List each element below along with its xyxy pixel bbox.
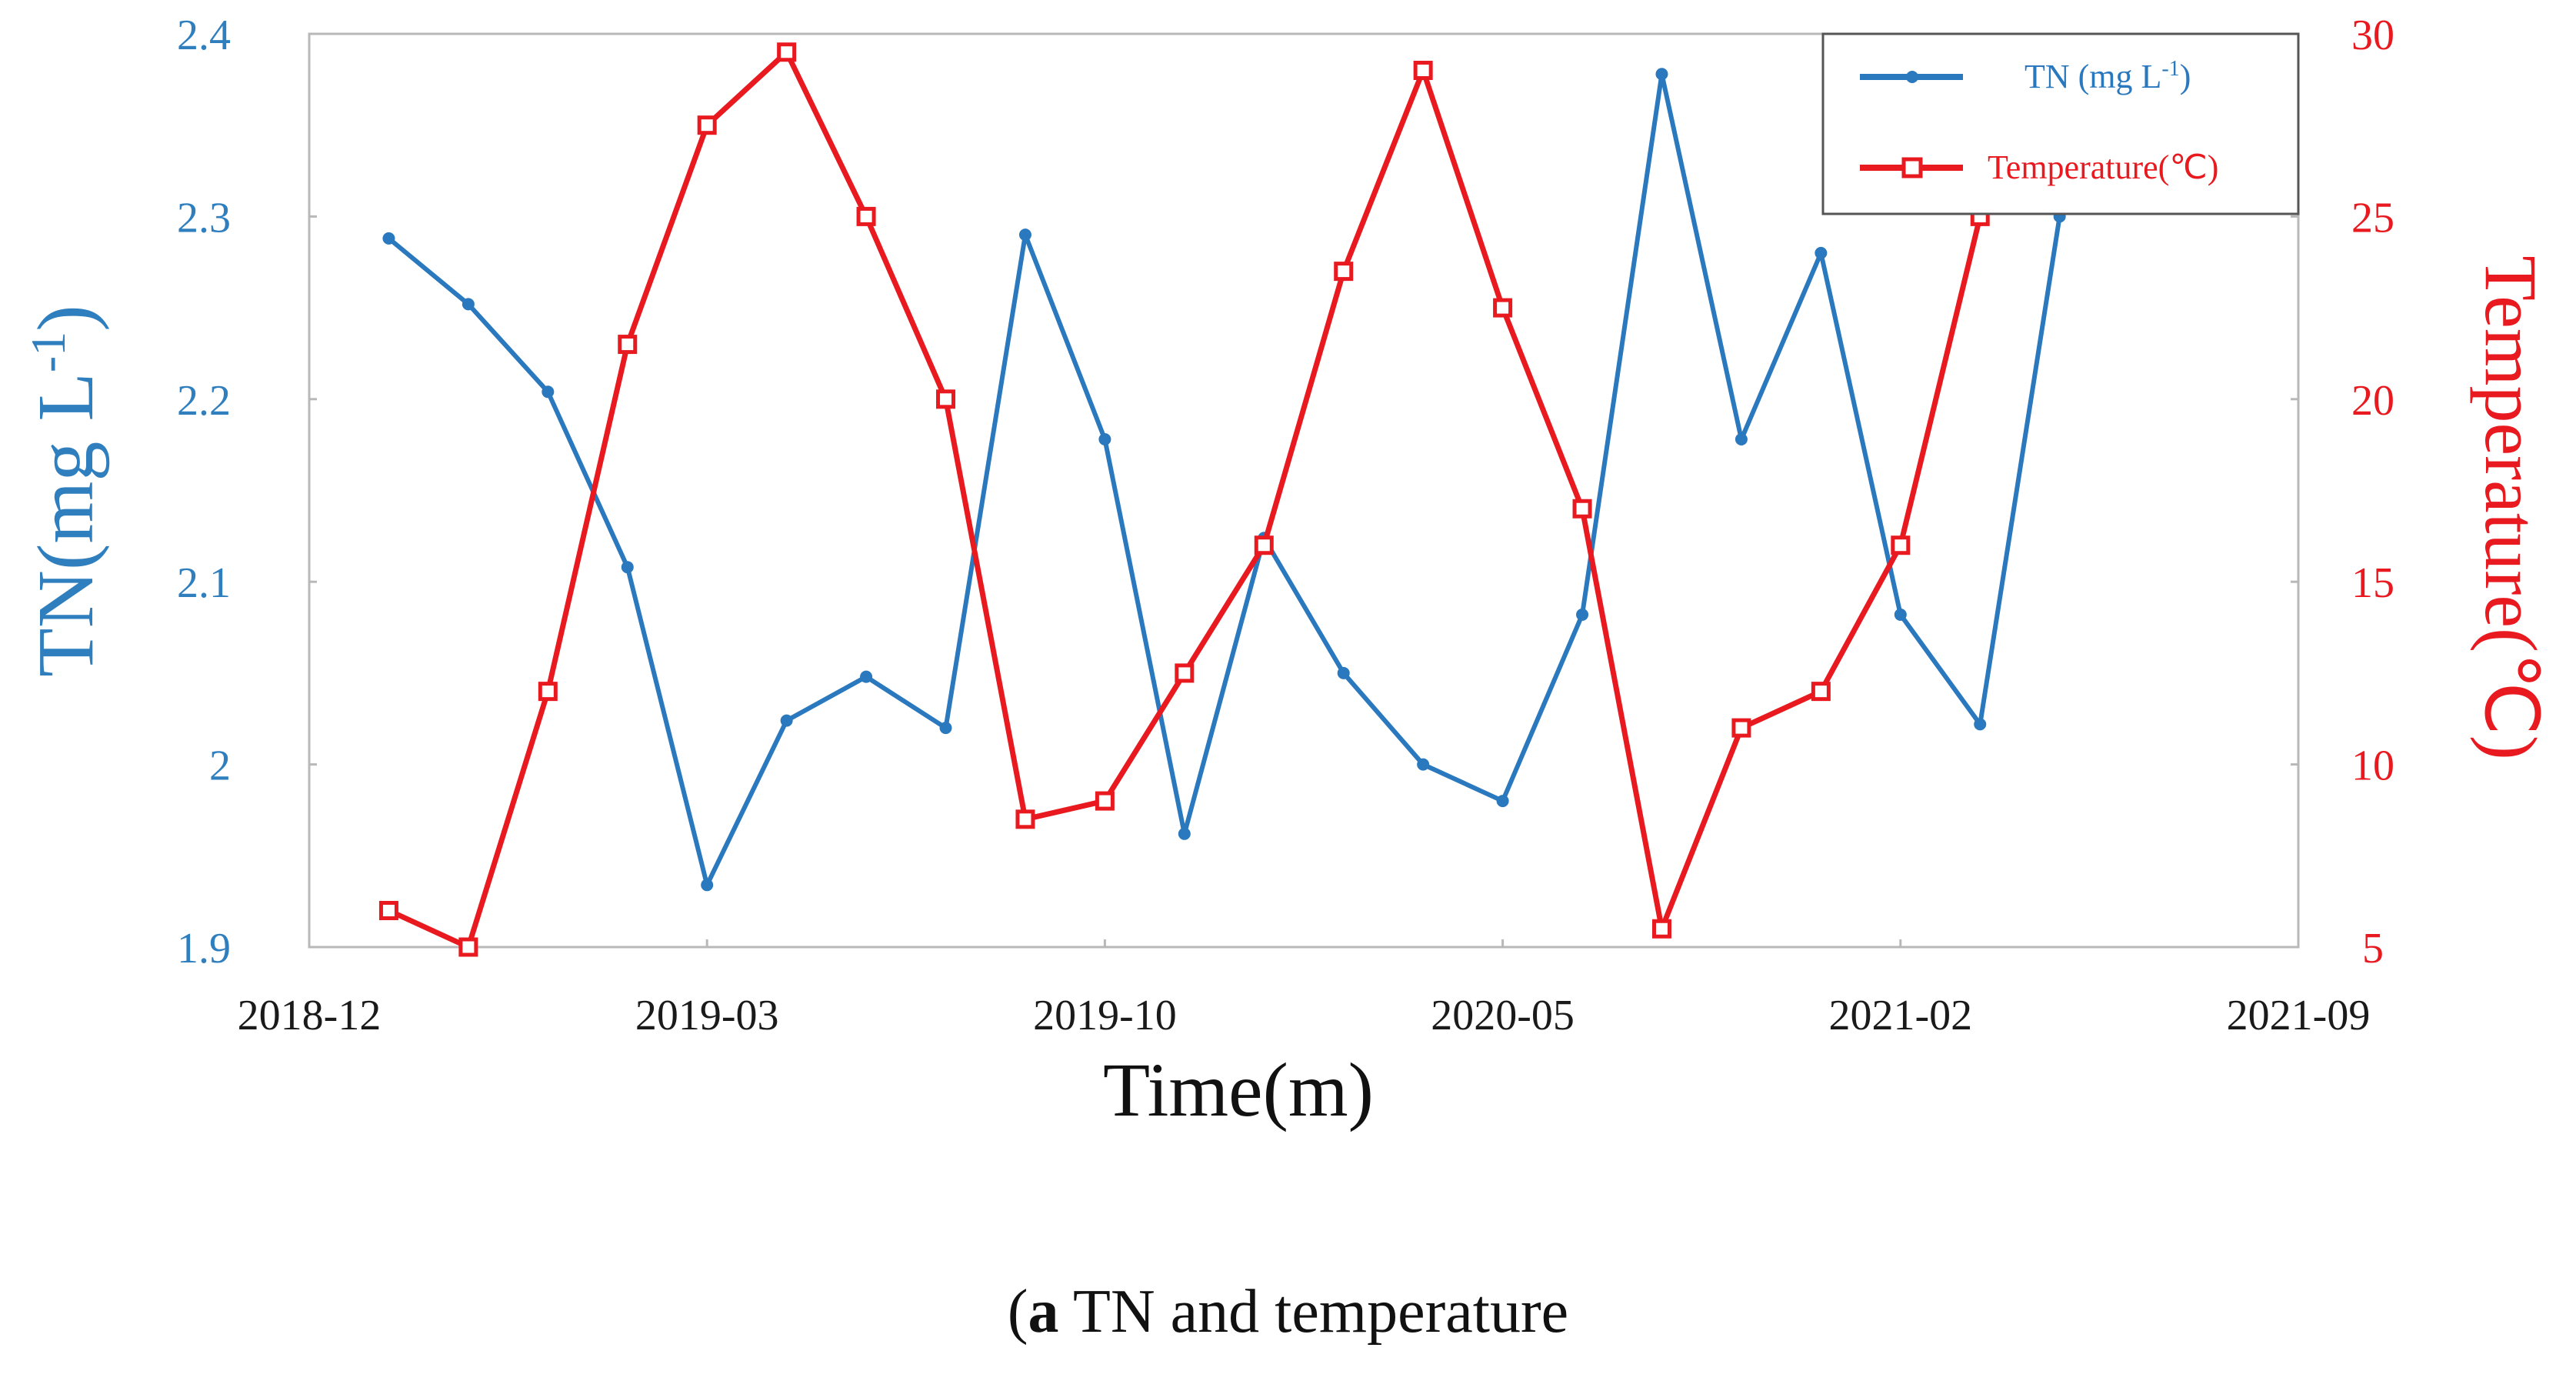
caption-letter: a [1028,1278,1059,1346]
temperature-data-point [1095,791,1115,811]
tn-temperature-chart: 1.9 2 2.1 2.2 2.3 2.4 5 10 15 20 25 30 2018-12 2019… [21,12,2552,1132]
right-tick-label: 10 [2351,742,2394,790]
temperature-data-point [458,937,478,957]
temperature-data-point [1254,535,1274,555]
left-axis-title: TN(mg L-1) [21,305,110,677]
right-tick-label: 5 [2362,925,2384,972]
tn-data-point [1815,246,1828,259]
x-tick-label: 2020-05 [1431,992,1575,1039]
temperature-data-point [1731,718,1751,738]
temperature-data-point [1015,809,1035,829]
temperature-data-point [538,682,558,702]
x-tick-label: 2019-03 [635,992,779,1039]
right-axis-title: Temperature(℃) [2470,255,2552,759]
legend-tn-label: TN (mg L-1) [2024,57,2191,95]
temperature-series-line [387,49,1983,950]
temperature-data-point [1891,535,1911,555]
right-tick-label: 30 [2351,12,2394,59]
temperature-data-point [1493,298,1513,318]
right-tick-label: 25 [2351,194,2394,242]
left-tick-label: 2 [209,742,231,790]
tn-data-point [382,232,395,245]
temperature-data-point [1651,919,1671,939]
temperature-data-point [378,901,398,921]
x-tick-label: 2019-10 [1033,992,1177,1039]
tn-data-point [1337,666,1350,679]
tn-data-point [1178,827,1191,840]
temperature-data-point [1334,262,1354,282]
tn-data-point [1576,608,1589,621]
left-tick-label: 2.1 [177,559,231,607]
temperature-data-point [777,42,797,62]
tn-data-point [701,879,714,892]
tn-data-point [542,385,555,399]
x-tick-label: 2021-02 [1828,992,1972,1039]
plot-frame [308,32,2300,949]
tn-data-point [939,722,952,735]
tn-data-point [1417,758,1430,771]
legend-box [1821,32,2300,215]
tn-data-point [1735,433,1748,446]
right-tick-label: 20 [2351,377,2394,425]
tn-data-point [1098,433,1111,446]
legend-temperature-label: Temperature(℃) [1988,148,2218,186]
tn-data-point [860,670,873,683]
tn-data-point [462,298,475,311]
x-axis: 2018-12 2019-03 2019-10 2020-05 2021-02 2021-… [238,939,2371,1039]
x-tick-label: 2018-12 [238,992,382,1039]
legend: TN (mg L-1) Temperature(℃) [1821,32,2300,215]
tn-data-point [1974,718,1987,731]
left-tick-label: 2.4 [177,12,231,59]
temperature-data-point [618,335,638,355]
left-tick-label: 2.2 [177,377,231,425]
tn-data-point [621,561,634,574]
temperature-data-point [1175,663,1195,683]
temperature-data-point [697,115,717,135]
x-axis-title: Time(m) [1103,1047,1374,1132]
left-axis: 1.9 2 2.1 2.2 2.3 2.4 [177,12,317,972]
x-tick-label: 2021-09 [2227,992,2371,1039]
right-tick-label: 15 [2351,559,2394,607]
figure-caption: (a TN and temperature [1007,1278,1569,1346]
temperature-data-point [1811,682,1831,702]
left-tick-label: 2.3 [177,194,231,242]
legend-tn-marker [1906,71,1918,83]
right-axis: 5 10 15 20 25 30 [2291,12,2394,972]
temperature-data-point [856,206,876,226]
temperature-data-point [1413,60,1433,80]
caption-text: TN and temperature [1058,1278,1569,1346]
tn-series-line [387,72,2062,888]
series-layer [378,42,2066,957]
tn-data-point [1894,608,1907,621]
left-tick-label: 1.9 [177,925,231,972]
tn-data-point [1655,68,1668,81]
tn-data-point [1496,795,1509,808]
legend-temperature-marker [1901,157,1923,178]
tn-data-point [1018,228,1031,242]
tn-data-point [780,714,793,727]
temperature-data-point [1572,499,1592,519]
temperature-data-point [936,389,956,409]
